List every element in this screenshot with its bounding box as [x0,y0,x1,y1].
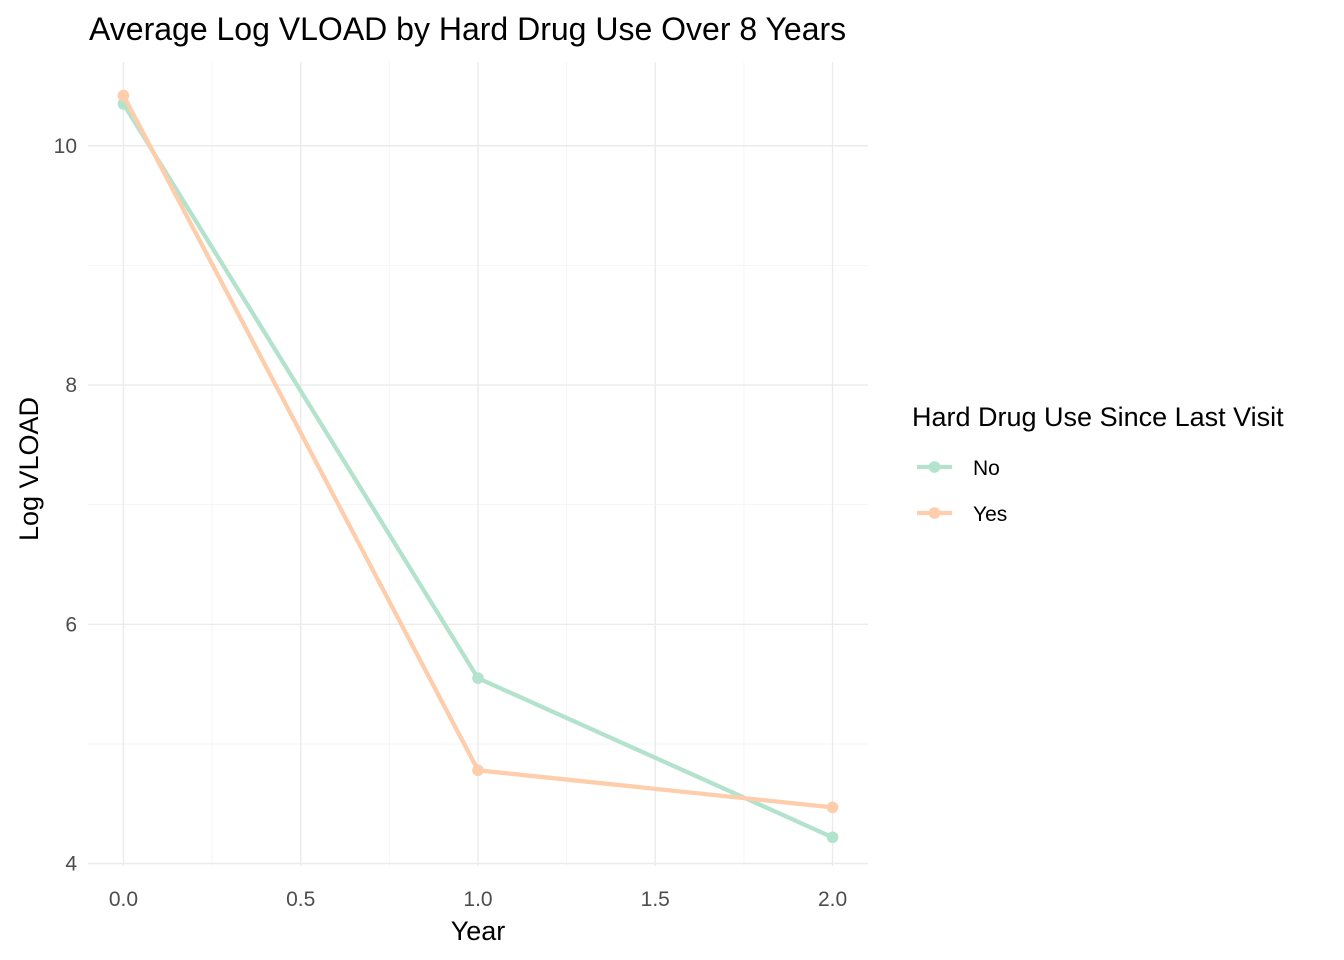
legend-item-no: No [917,457,1000,480]
data-point-yes [826,801,839,814]
tick-labels: 0.0 0.5 1.0 1.5 2.0 4 6 8 10 [54,135,848,911]
x-tick-label: 1.0 [463,888,492,911]
grid [88,62,868,866]
y-axis-title: Log VLOAD [14,397,44,541]
data-point-no [826,831,839,844]
x-axis-title: Year [451,916,506,946]
y-tick-label: 4 [65,853,77,876]
legend-label: Yes [973,503,1007,526]
legend-key-point [928,461,941,473]
legend-key-point [928,507,941,519]
y-tick-label: 8 [65,374,77,397]
x-tick-label: 1.5 [641,888,670,911]
x-tick-label: 0.5 [286,888,315,911]
legend-title: Hard Drug Use Since Last Visit [912,402,1284,432]
data-point-yes [472,764,484,777]
chart-title: Average Log VLOAD by Hard Drug Use Over … [89,11,846,47]
x-tick-label: 0.0 [109,888,138,911]
x-tick-label: 2.0 [818,888,847,911]
data-point-no [472,672,484,684]
data-point-yes [117,89,130,102]
legend-label: No [973,457,1000,480]
y-tick-label: 6 [65,613,77,636]
series-layer [117,89,839,844]
legend: No Yes [917,457,1007,526]
legend-item-yes: Yes [917,503,1007,526]
y-tick-label: 10 [54,135,77,158]
